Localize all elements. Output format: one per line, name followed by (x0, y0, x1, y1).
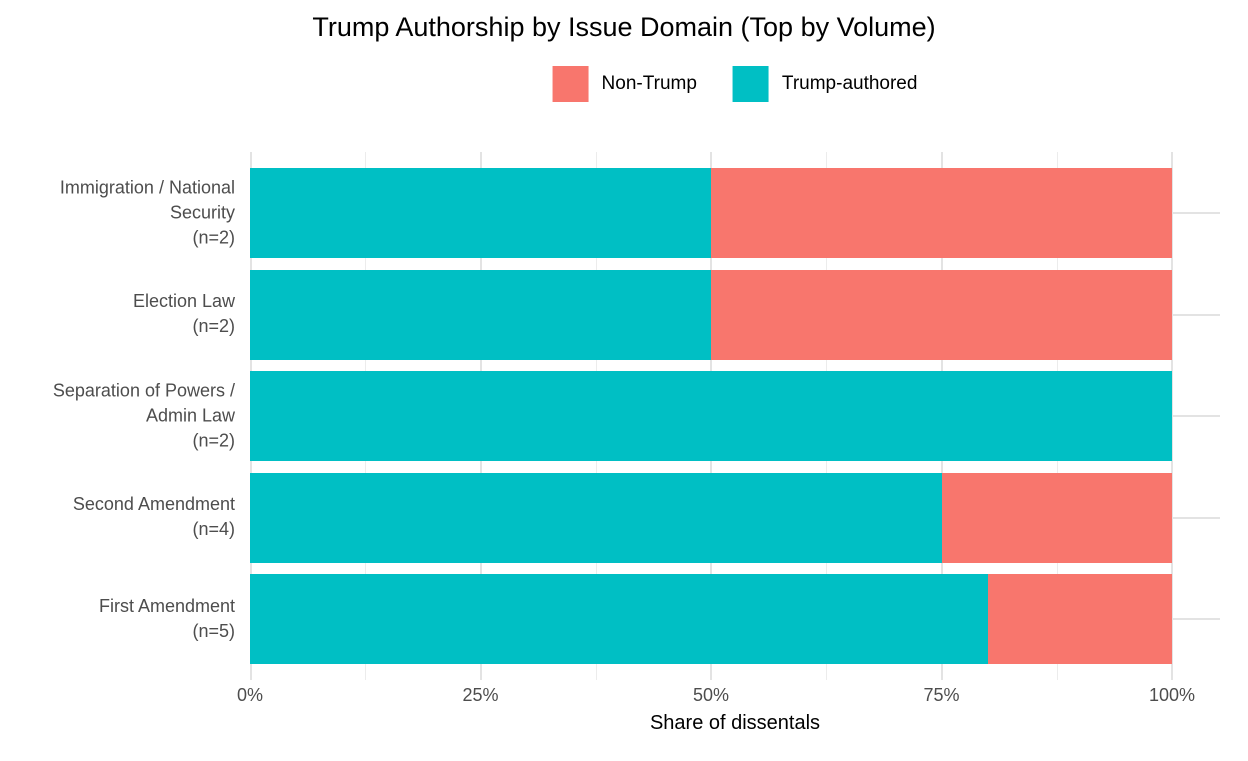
legend-item-trump-authored: Trump-authored (732, 66, 918, 102)
legend: Non-Trump Trump-authored (552, 66, 918, 102)
bar-segment-non-trump (711, 269, 1172, 360)
x-axis-tick-25pct: 25% (462, 685, 499, 705)
bar-row-election-law (250, 269, 1172, 360)
legend-swatch-trump-authored (732, 66, 769, 102)
bar-segment-trump-authored (250, 574, 988, 664)
legend-swatch-non-trump (552, 66, 589, 102)
legend-label-trump-authored: Trump-authored (781, 73, 918, 94)
x-axis-tick-0pct: 0% (236, 685, 264, 705)
legend-item-non-trump: Non-Trump (552, 66, 697, 102)
y-axis-label-second-amendment: Second Amendment (n=4) (72, 494, 235, 539)
bar-row-separation-of-powers-admin-law (250, 371, 1172, 461)
bar-segment-non-trump (941, 472, 1172, 563)
bar-row-second-amendment (250, 472, 1172, 563)
bar-segment-trump-authored (250, 472, 942, 563)
y-axis-label-election-law: Election Law (n=2) (132, 291, 235, 336)
bar-segment-non-trump (987, 574, 1172, 664)
bar-segment-trump-authored (250, 269, 711, 360)
x-axis-tick-50pct: 50% (692, 685, 730, 705)
x-axis-tick-75pct: 75% (923, 685, 960, 705)
legend-label-non-trump: Non-Trump (601, 73, 697, 94)
x-axis-tick-100pct: 100% (1148, 685, 1196, 705)
plot-panel (250, 152, 1220, 680)
bar-row-first-amendment (250, 574, 1172, 664)
x-axis-title: Share of dissentals (649, 712, 821, 734)
bar-segment-trump-authored (250, 371, 1172, 461)
bar-segment-non-trump (711, 168, 1172, 258)
bar-row-immigration-national-security (250, 168, 1172, 258)
chart-title: Trump Authorship by Issue Domain (Top by… (312, 12, 936, 42)
y-axis-label-first-amendment: First Amendment (n=5) (98, 596, 235, 641)
y-axis-label-separation-of-powers-admin-law: Separation of Powers / Admin Law (n=2) (52, 380, 235, 451)
bar-segment-trump-authored (250, 168, 711, 258)
y-axis-label-immigration-national-security: Immigration / National Security (n=2) (59, 177, 235, 248)
